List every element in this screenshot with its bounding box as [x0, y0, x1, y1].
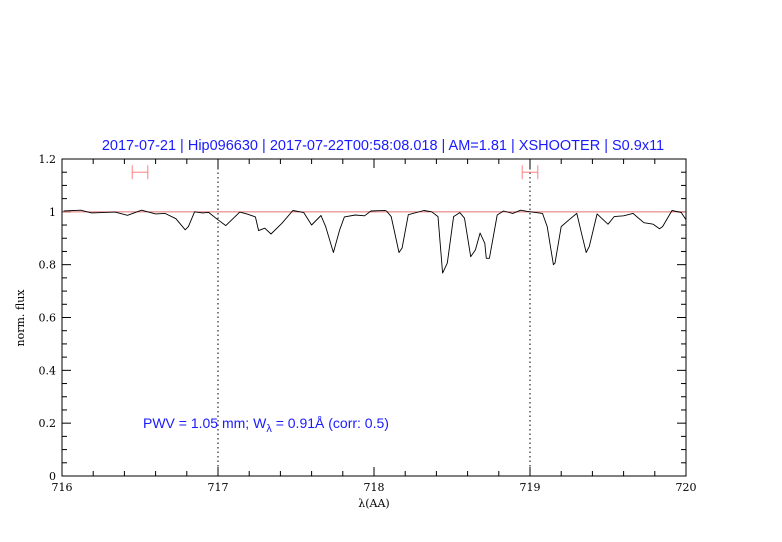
plot-frame	[61, 158, 687, 477]
y-tick-label: 1	[49, 206, 56, 219]
y-tick-label: 0	[49, 470, 56, 483]
y-tick-label: 0.4	[39, 364, 57, 377]
y-tick-label: 0.2	[39, 417, 57, 430]
x-tick-label: 718	[364, 481, 385, 494]
x-tick-label: 719	[520, 481, 541, 494]
y-tick-label: 0.8	[39, 259, 57, 272]
chart-title: 2017-07-21 | Hip096630 | 2017-07-22T00:5…	[102, 138, 664, 154]
y-tick-label: 1.2	[39, 153, 57, 166]
x-tick-label: 717	[208, 481, 229, 494]
y-tick-label: 0.6	[39, 312, 57, 325]
x-axis-label: λ(AA)	[358, 497, 389, 510]
pwv-annotation: PWV = 1.05 mm; Wλ = 0.91Å (corr: 0.5)	[143, 415, 389, 435]
annotation-subscript: λ	[266, 423, 272, 435]
annotation-prefix: PWV = 1.05 mm; W	[143, 415, 267, 431]
spectrum-line	[63, 209, 687, 274]
x-tick-label: 720	[676, 481, 697, 494]
y-axis-label: norm. flux	[14, 289, 27, 347]
x-tick-label: 716	[52, 481, 73, 494]
annotation-suffix: = 0.91Å (corr: 0.5)	[272, 415, 389, 431]
